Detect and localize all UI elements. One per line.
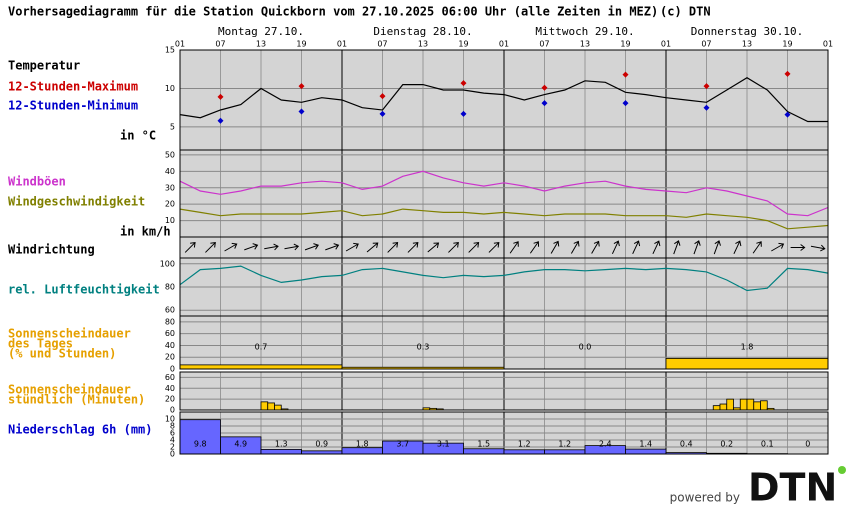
y-tick-label: 80 — [165, 317, 175, 326]
value-label: 0 — [805, 440, 810, 449]
y-tick-label: 0 — [170, 406, 175, 415]
y-tick-label: 100 — [160, 259, 175, 268]
value-label: 1.4 — [639, 440, 652, 449]
value-label: 1.3 — [275, 440, 288, 449]
hour-label: 13 — [580, 40, 590, 49]
logo-dot — [838, 466, 846, 474]
bar — [545, 450, 586, 454]
day-label: Mittwoch 29.10. — [535, 25, 634, 38]
y-tick-label: 60 — [165, 329, 175, 338]
hour-label: 19 — [296, 40, 306, 49]
y-tick-label: 50 — [165, 150, 175, 159]
value-label: 3.1 — [437, 440, 450, 449]
y-tick-label: 20 — [165, 395, 175, 404]
y-tick-label: 30 — [165, 183, 175, 192]
hour-label: 13 — [418, 40, 428, 49]
hour-label: 07 — [701, 40, 711, 49]
y-tick-label: 40 — [165, 341, 175, 350]
bar — [740, 399, 747, 410]
copyright: (c) DTN — [660, 5, 711, 19]
y-tick-label: 20 — [165, 353, 175, 362]
hours-label: 1.8 — [741, 343, 754, 352]
bar — [713, 406, 720, 410]
y-tick-label: 10 — [165, 415, 175, 424]
value-label: 2.4 — [599, 440, 612, 449]
hour-label: 13 — [742, 40, 752, 49]
bar — [464, 449, 505, 454]
hour-label: 01 — [499, 40, 509, 49]
hours-label: 0.0 — [579, 343, 592, 352]
value-label: 1.8 — [356, 440, 369, 449]
day-label: Dienstag 28.10. — [373, 25, 472, 38]
value-label: 9.8 — [194, 440, 207, 449]
panel-label: stündlich (Minuten) — [8, 393, 145, 407]
hour-label: 07 — [539, 40, 549, 49]
y-tick-label: 40 — [165, 384, 175, 393]
panel-label: Windrichtung — [8, 243, 95, 257]
hour-label: 19 — [782, 40, 792, 49]
value-label: 0.4 — [680, 440, 693, 449]
day-label: Montag 27.10. — [218, 25, 304, 38]
legend-label: Windgeschwindigkeit — [8, 195, 145, 209]
bar — [626, 449, 667, 454]
day-label: Donnerstag 30.10. — [691, 25, 804, 38]
value-label: 0.9 — [315, 440, 328, 449]
bar — [275, 405, 282, 410]
bar — [504, 450, 545, 454]
bar — [666, 358, 828, 369]
hour-label: 01 — [337, 40, 347, 49]
bar — [720, 404, 727, 410]
y-tick-label: 20 — [165, 200, 175, 209]
panel-label: Niederschlag 6h (mm) — [8, 423, 153, 437]
hour-label: 07 — [377, 40, 387, 49]
legend-label: 12-Stunden-Minimum — [8, 99, 138, 113]
bar — [754, 402, 761, 410]
y-tick-label: 40 — [165, 167, 175, 176]
value-label: 0.2 — [720, 440, 733, 449]
logo: DTN — [748, 466, 837, 510]
value-label: 0.1 — [761, 440, 774, 449]
y-tick-label: 80 — [165, 283, 175, 292]
hour-label: 13 — [256, 40, 266, 49]
powered-by: powered by — [670, 491, 740, 505]
legend-label: rel. Luftfeuchtigkeit — [8, 283, 160, 297]
bar — [180, 420, 221, 454]
bar — [761, 401, 768, 410]
bar — [261, 449, 302, 454]
legend-label: Windböen — [8, 175, 66, 189]
title: Vorhersagediagramm für die Station Quick… — [8, 5, 658, 19]
legend-label: 12-Stunden-Maximum — [8, 80, 138, 94]
value-label: 1.2 — [518, 440, 531, 449]
panel-label: (% und Stunden) — [8, 347, 116, 361]
bar — [747, 399, 754, 410]
value-label: 3.7 — [396, 440, 409, 449]
value-label: 1.2 — [558, 440, 571, 449]
bar — [268, 403, 275, 410]
unit-label: in °C — [120, 129, 156, 143]
y-tick-label: 15 — [165, 46, 175, 55]
bar — [261, 402, 268, 410]
hour-label: 01 — [175, 40, 185, 49]
hour-label: 19 — [620, 40, 630, 49]
hours-label: 0.7 — [255, 343, 268, 352]
hours-label: 0.3 — [417, 343, 430, 352]
value-label: 4.9 — [234, 440, 247, 449]
hour-label: 01 — [661, 40, 671, 49]
y-tick-label: 5 — [170, 122, 175, 131]
y-tick-label: 60 — [165, 306, 175, 315]
y-tick-label: 10 — [165, 84, 175, 93]
bar — [180, 365, 342, 369]
bar — [342, 448, 383, 454]
hour-label: 19 — [458, 40, 468, 49]
hour-label: 01 — [823, 40, 833, 49]
bar — [727, 399, 734, 410]
value-label: 1.5 — [477, 440, 490, 449]
unit-label: in km/h — [120, 225, 171, 239]
hour-label: 07 — [215, 40, 225, 49]
y-tick-label: 60 — [165, 373, 175, 382]
legend-label: Temperatur — [8, 59, 80, 73]
